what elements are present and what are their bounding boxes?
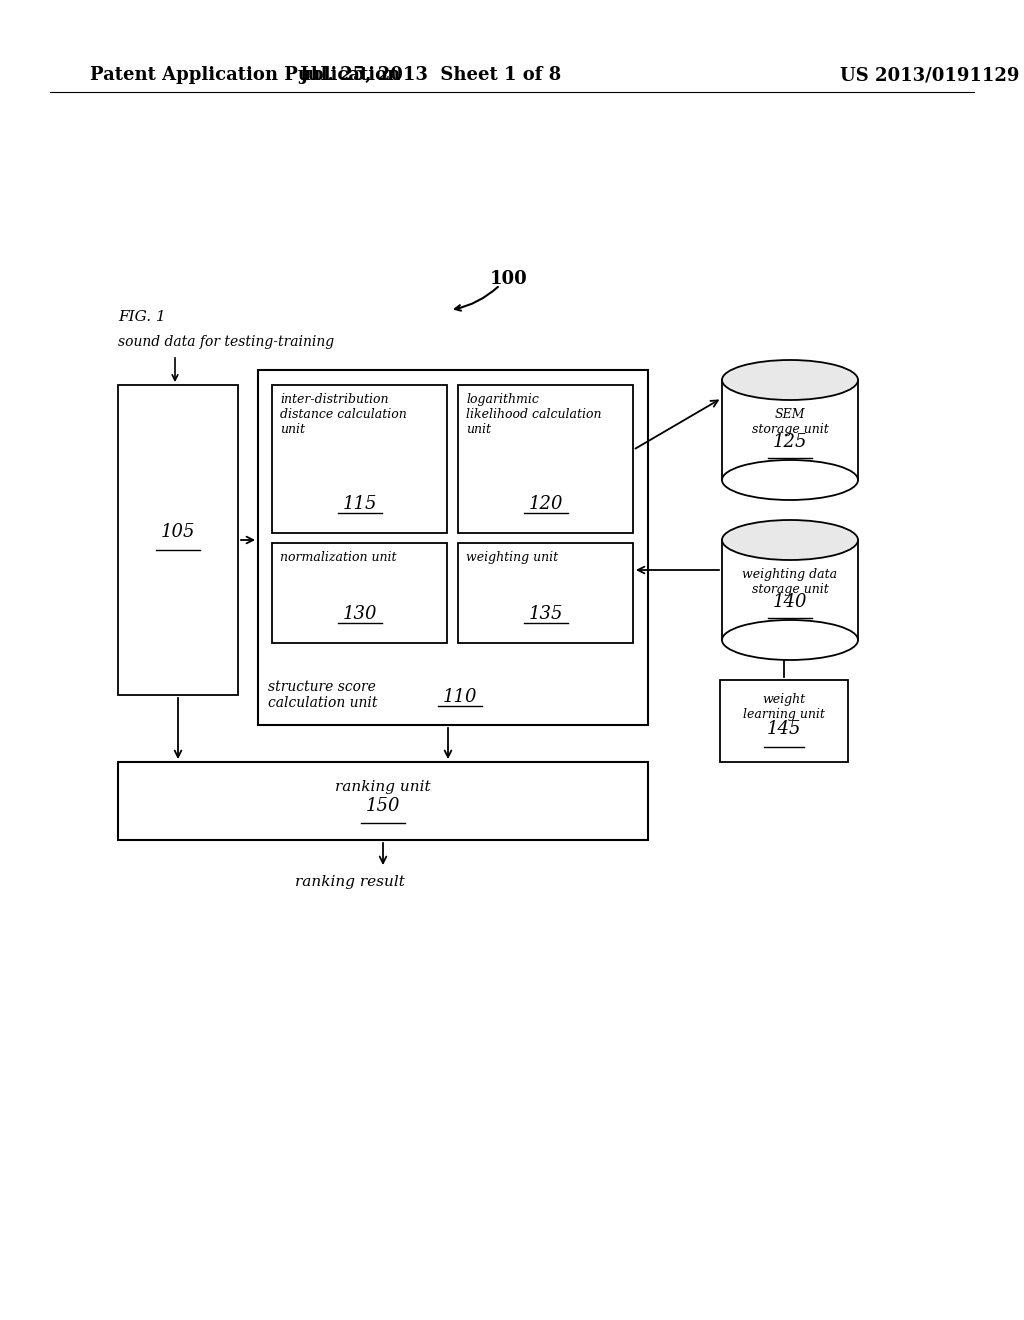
Ellipse shape bbox=[722, 620, 858, 660]
Text: 105: 105 bbox=[161, 523, 196, 541]
Ellipse shape bbox=[722, 360, 858, 400]
Text: weighting data
storage unit: weighting data storage unit bbox=[742, 568, 838, 597]
Text: Patent Application Publication: Patent Application Publication bbox=[90, 66, 400, 84]
Text: 130: 130 bbox=[342, 605, 377, 623]
Text: US 2013/0191129 A1: US 2013/0191129 A1 bbox=[840, 66, 1024, 84]
Bar bbox=[722, 540, 858, 640]
Bar bbox=[722, 380, 858, 480]
Bar bbox=[720, 680, 848, 762]
Text: 115: 115 bbox=[342, 495, 377, 513]
Text: 120: 120 bbox=[528, 495, 563, 513]
Text: weight
learning unit: weight learning unit bbox=[743, 693, 825, 721]
Text: FIG. 1: FIG. 1 bbox=[118, 310, 166, 323]
Bar bbox=[118, 762, 648, 840]
Text: logarithmic
likelihood calculation
unit: logarithmic likelihood calculation unit bbox=[466, 393, 601, 436]
Text: 110: 110 bbox=[442, 688, 477, 706]
Text: structure score
calculation unit: structure score calculation unit bbox=[268, 680, 378, 710]
Bar bbox=[118, 385, 238, 696]
Text: inter-distribution
distance calculation
unit: inter-distribution distance calculation … bbox=[280, 393, 407, 436]
Text: ranking result: ranking result bbox=[295, 875, 404, 888]
Ellipse shape bbox=[722, 520, 858, 560]
Ellipse shape bbox=[722, 459, 858, 500]
Bar bbox=[458, 385, 633, 533]
Text: 140: 140 bbox=[773, 593, 807, 611]
Text: 150: 150 bbox=[366, 797, 400, 814]
Text: weighting unit: weighting unit bbox=[466, 550, 558, 564]
Text: SEM
storage unit: SEM storage unit bbox=[752, 408, 828, 436]
Text: ranking unit: ranking unit bbox=[335, 780, 431, 795]
Text: 145: 145 bbox=[767, 719, 801, 738]
Text: 125: 125 bbox=[773, 433, 807, 451]
Text: sound data for testing-training: sound data for testing-training bbox=[118, 335, 334, 348]
Bar bbox=[458, 543, 633, 643]
Text: 100: 100 bbox=[490, 271, 527, 288]
Bar bbox=[258, 370, 648, 725]
Bar bbox=[272, 543, 447, 643]
Text: normalization unit: normalization unit bbox=[280, 550, 396, 564]
Text: 135: 135 bbox=[528, 605, 563, 623]
Bar bbox=[272, 385, 447, 533]
Text: Jul. 25, 2013  Sheet 1 of 8: Jul. 25, 2013 Sheet 1 of 8 bbox=[299, 66, 561, 84]
